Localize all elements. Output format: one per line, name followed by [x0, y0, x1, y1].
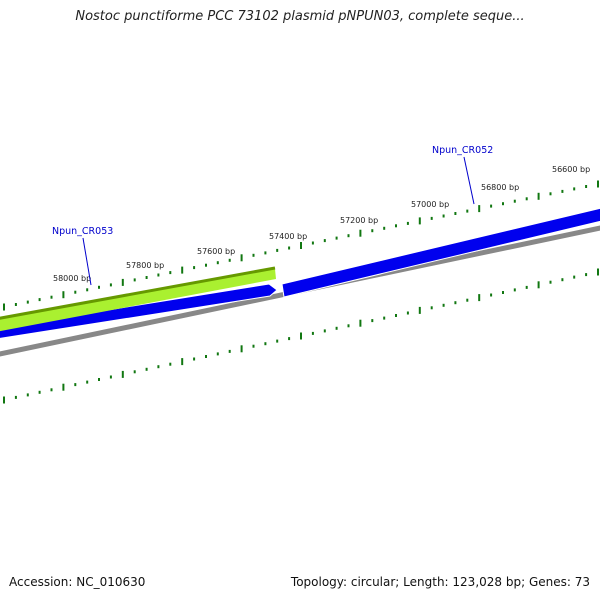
feature-label-npun-cr052[interactable]: Npun_CR052 [432, 145, 493, 156]
gene-arrow-reverse-1[interactable] [0, 269, 276, 333]
feature-label-npun-cr053[interactable]: Npun_CR053 [52, 226, 113, 237]
scale-label-58000: 58000 bp [53, 274, 91, 283]
gene-arrow-forward-2[interactable] [281, 206, 600, 298]
scale-label-56800: 56800 bp [481, 183, 519, 192]
label-line-npun-cr053 [82, 237, 92, 286]
plasmid-title: Nostoc punctiforme PCC 73102 plasmid pNP… [75, 9, 525, 24]
scale-label-57000: 57000 bp [411, 200, 449, 209]
scale-label-57400: 57400 bp [269, 232, 307, 241]
label-line-npun-cr052 [463, 156, 475, 205]
scale-label-57800: 57800 bp [126, 261, 164, 270]
topology-summary: Topology: circular; Length: 123,028 bp; … [290, 575, 590, 589]
gene-reverse-edge [0, 266, 276, 320]
scale-label-57200: 57200 bp [340, 216, 378, 225]
outer-scale-ticks [3, 180, 599, 311]
gene-arrow-forward-1[interactable] [0, 283, 278, 340]
accession-text: Accession: NC_010630 [9, 575, 146, 589]
scale-label-56600: 56600 bp [552, 165, 590, 174]
scale-label-57600: 57600 bp [197, 247, 235, 256]
inner-scale-ticks [3, 268, 599, 404]
